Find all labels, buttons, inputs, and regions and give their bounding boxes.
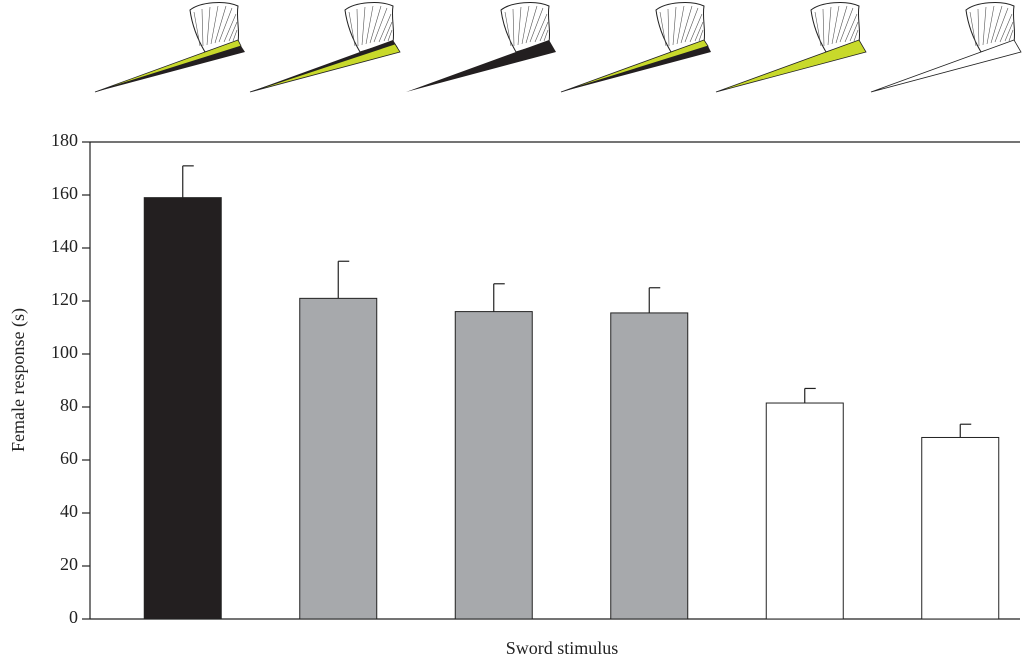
y-tick-label: 60 [60, 448, 78, 468]
chart: Sword stimulus Female response (s) 0 20 40… [0, 0, 1033, 662]
y-tick-label: 120 [51, 289, 78, 309]
bar [611, 313, 688, 619]
y-tick-label: 0 [69, 607, 78, 627]
stimulus-icon [95, 3, 245, 92]
bar [766, 403, 843, 619]
y-tick-label: 140 [51, 236, 78, 256]
bar [455, 312, 532, 619]
bar [144, 198, 221, 619]
y-tick-label: 20 [60, 554, 78, 574]
stimulus-icon [406, 3, 556, 92]
y-tick-label: 40 [60, 501, 78, 521]
y-axis-label: Female response (s) [8, 308, 29, 452]
y-tick-label: 160 [51, 183, 78, 203]
stimulus-icon [716, 3, 866, 92]
y-tick-label: 100 [51, 342, 78, 362]
stimulus-icon [250, 3, 400, 92]
y-tick-label: 80 [60, 395, 78, 415]
stimulus-icon [871, 3, 1021, 92]
stimulus-icon [561, 3, 711, 92]
y-tick-label: 180 [51, 130, 78, 150]
x-axis-label: Sword stimulus [506, 638, 619, 658]
bar [300, 298, 377, 619]
bar [922, 437, 999, 619]
